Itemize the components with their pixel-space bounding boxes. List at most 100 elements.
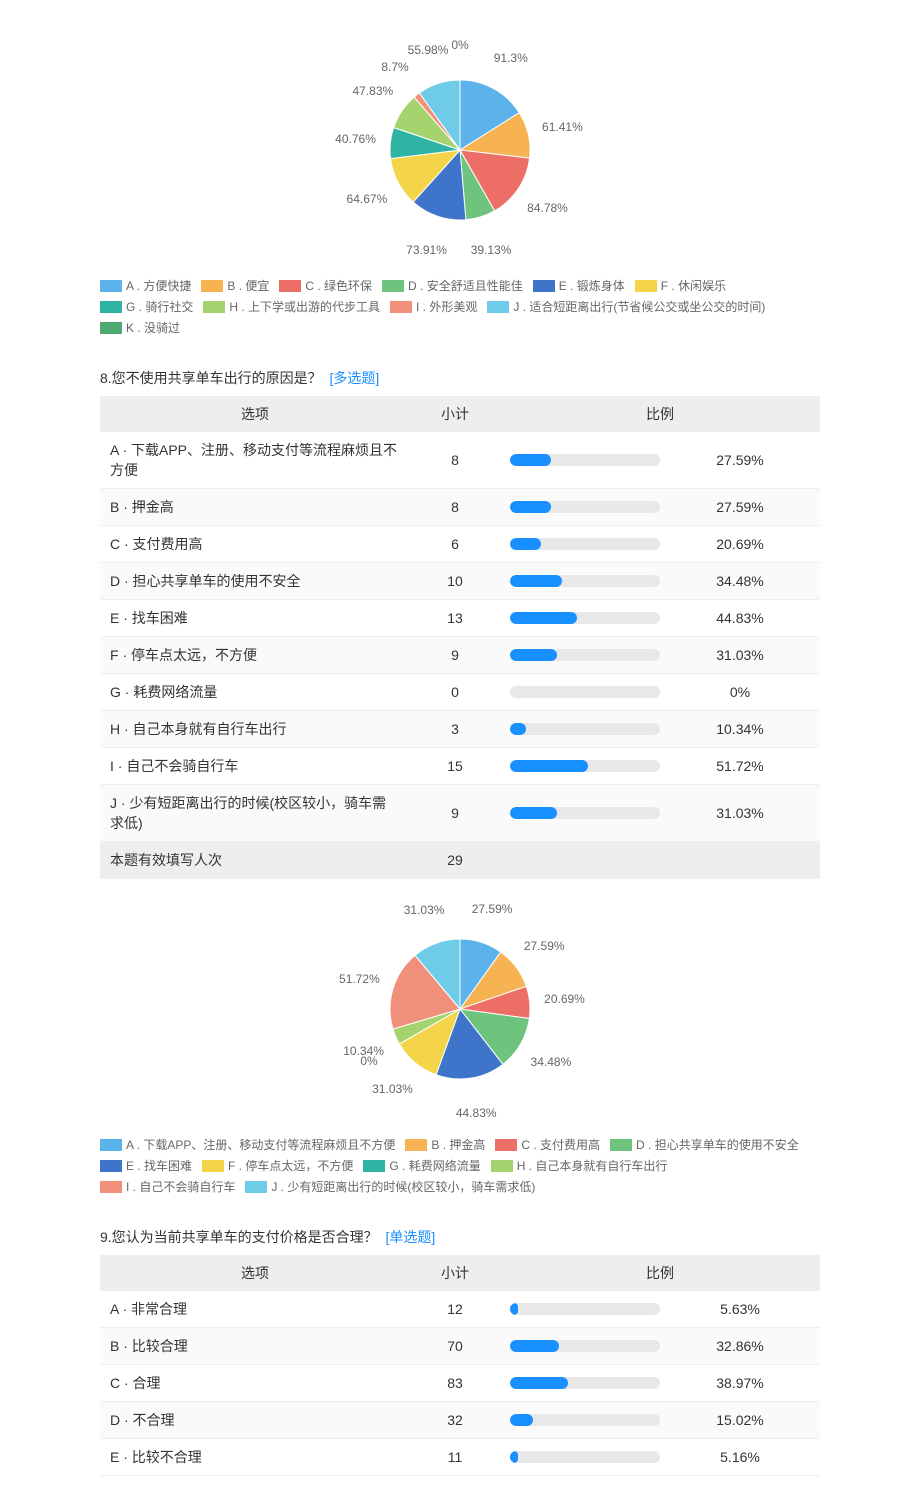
legend-label: I . 自己不会骑自行车 <box>126 1178 235 1195</box>
q8-title-text: 8.您不使用共享单车出行的原因是？ <box>100 370 322 386</box>
pie-slice-label: 44.83% <box>456 1106 497 1120</box>
table-row: B · 比较合理70 32.86% <box>100 1328 820 1365</box>
bar-percent: 5.16% <box>670 1449 810 1465</box>
legend-item: H . 自己本身就有自行车出行 <box>491 1157 668 1174</box>
pie-slice-label: 31.03% <box>404 903 445 917</box>
legend-label: B . 便宜 <box>227 277 269 294</box>
option-cell: G · 耗费网络流量 <box>100 674 410 711</box>
legend-swatch <box>533 280 555 292</box>
count-cell: 8 <box>410 489 500 526</box>
count-cell: 12 <box>410 1291 500 1328</box>
ratio-cell: 0% <box>500 674 820 711</box>
option-cell: A · 下载APP、注册、移动支付等流程麻烦且不方便 <box>100 432 410 489</box>
count-cell: 70 <box>410 1328 500 1365</box>
legend-label: D . 担心共享单车的使用不安全 <box>636 1136 799 1153</box>
ratio-cell: 5.16% <box>500 1439 820 1476</box>
count-cell: 10 <box>410 563 500 600</box>
pie-slice-label: 34.48% <box>531 1055 572 1069</box>
bar-fill <box>510 1303 518 1315</box>
table-row: H · 自己本身就有自行车出行310.34% <box>100 711 820 748</box>
q8-table: 选项 小计 比例 A · 下载APP、注册、移动支付等流程麻烦且不方便827.5… <box>100 396 820 879</box>
q8-pie-chart: 27.59%27.59%20.69%34.48%44.83%31.03%0%10… <box>100 899 820 1197</box>
legend-swatch <box>100 1160 122 1172</box>
option-cell: C · 支付费用高 <box>100 526 410 563</box>
count-cell: 15 <box>410 748 500 785</box>
pie-svg <box>250 899 670 1119</box>
legend-label: F . 休闲娱乐 <box>661 277 726 294</box>
q9-th-ratio: 比例 <box>500 1255 820 1291</box>
pie-slice-label: 27.59% <box>472 902 513 916</box>
legend-swatch <box>203 301 225 313</box>
legend-item: A . 下载APP、注册、移动支付等流程麻烦且不方便 <box>100 1136 395 1153</box>
count-cell: 9 <box>410 785 500 842</box>
bar-percent: 15.02% <box>670 1412 810 1428</box>
table-row: D · 不合理3215.02% <box>100 1402 820 1439</box>
legend-swatch <box>279 280 301 292</box>
count-cell: 11 <box>410 1439 500 1476</box>
bar-percent: 34.48% <box>670 573 810 589</box>
bar-track <box>510 1340 660 1352</box>
pie-slice-label: 40.76% <box>335 132 376 146</box>
pie-slice-label: 61.41% <box>542 120 583 134</box>
bar-percent: 38.97% <box>670 1375 810 1391</box>
option-cell: D · 担心共享单车的使用不安全 <box>100 563 410 600</box>
ratio-cell: 38.97% <box>500 1365 820 1402</box>
bar-track <box>510 807 660 819</box>
q9-table: 选项 小计 比例 A · 非常合理125.63%B · 比较合理7032.86%… <box>100 1255 820 1476</box>
bar-track <box>510 1303 660 1315</box>
bar-percent: 10.34% <box>670 721 810 737</box>
bar-percent: 32.86% <box>670 1338 810 1354</box>
q7-pie-chart: 91.3%61.41%84.78%39.13%73.91%64.67%40.76… <box>100 40 820 338</box>
q9-th-option: 选项 <box>100 1255 410 1291</box>
legend-label: I . 外形美观 <box>416 298 477 315</box>
bar-track <box>510 501 660 513</box>
legend-label: E . 锻炼身体 <box>559 277 625 294</box>
legend-swatch <box>100 1139 122 1151</box>
legend-swatch <box>487 301 509 313</box>
legend-label: J . 适合短距离出行(节省候公交或坐公交的时间) <box>513 298 765 315</box>
q9-title-text: 9.您认为当前共享单车的支付价格是否合理？ <box>100 1229 378 1245</box>
bar-track <box>510 1377 660 1389</box>
legend-swatch <box>382 280 404 292</box>
q9-type-label: [单选题] <box>385 1229 435 1245</box>
legend-label: K . 没骑过 <box>126 319 180 336</box>
q8-legend: A . 下载APP、注册、移动支付等流程麻烦且不方便B . 押金高C . 支付费… <box>100 1134 820 1197</box>
pie-slice-label: 10.34% <box>343 1044 384 1058</box>
bar-fill <box>510 1414 533 1426</box>
bar-fill <box>510 501 551 513</box>
pie-slice-label: 47.83% <box>352 84 393 98</box>
bar-fill <box>510 1377 568 1389</box>
table-row: C · 合理8338.97% <box>100 1365 820 1402</box>
total-count: 29 <box>410 842 500 879</box>
legend-label: C . 支付费用高 <box>521 1136 600 1153</box>
legend-label: D . 安全舒适且性能佳 <box>408 277 523 294</box>
count-cell: 3 <box>410 711 500 748</box>
legend-item: K . 没骑过 <box>100 319 180 336</box>
option-cell: E · 找车困难 <box>100 600 410 637</box>
bar-fill <box>510 612 577 624</box>
option-cell: D · 不合理 <box>100 1402 410 1439</box>
table-row: F · 停车点太远，不方便931.03% <box>100 637 820 674</box>
table-row: C · 支付费用高620.69% <box>100 526 820 563</box>
table-row: D · 担心共享单车的使用不安全10 34.48% <box>100 563 820 600</box>
ratio-cell: 10.34% <box>500 711 820 748</box>
bar-percent: 5.63% <box>670 1301 810 1317</box>
bar-percent: 0% <box>670 684 810 700</box>
legend-item: I . 自己不会骑自行车 <box>100 1178 235 1195</box>
legend-swatch <box>100 301 122 313</box>
bar-track <box>510 686 660 698</box>
legend-item: D . 担心共享单车的使用不安全 <box>610 1136 799 1153</box>
legend-label: H . 自己本身就有自行车出行 <box>517 1157 668 1174</box>
ratio-cell: 20.69% <box>500 526 820 563</box>
legend-item: C . 绿色环保 <box>279 277 372 294</box>
bar-track <box>510 612 660 624</box>
legend-swatch <box>100 322 122 334</box>
q8-th-option: 选项 <box>100 396 410 432</box>
ratio-cell: 34.48% <box>500 563 820 600</box>
legend-swatch <box>100 280 122 292</box>
option-cell: B · 比较合理 <box>100 1328 410 1365</box>
legend-swatch <box>202 1160 224 1172</box>
count-cell: 13 <box>410 600 500 637</box>
ratio-cell: 31.03% <box>500 785 820 842</box>
pie-slice-label: 27.59% <box>524 939 565 953</box>
